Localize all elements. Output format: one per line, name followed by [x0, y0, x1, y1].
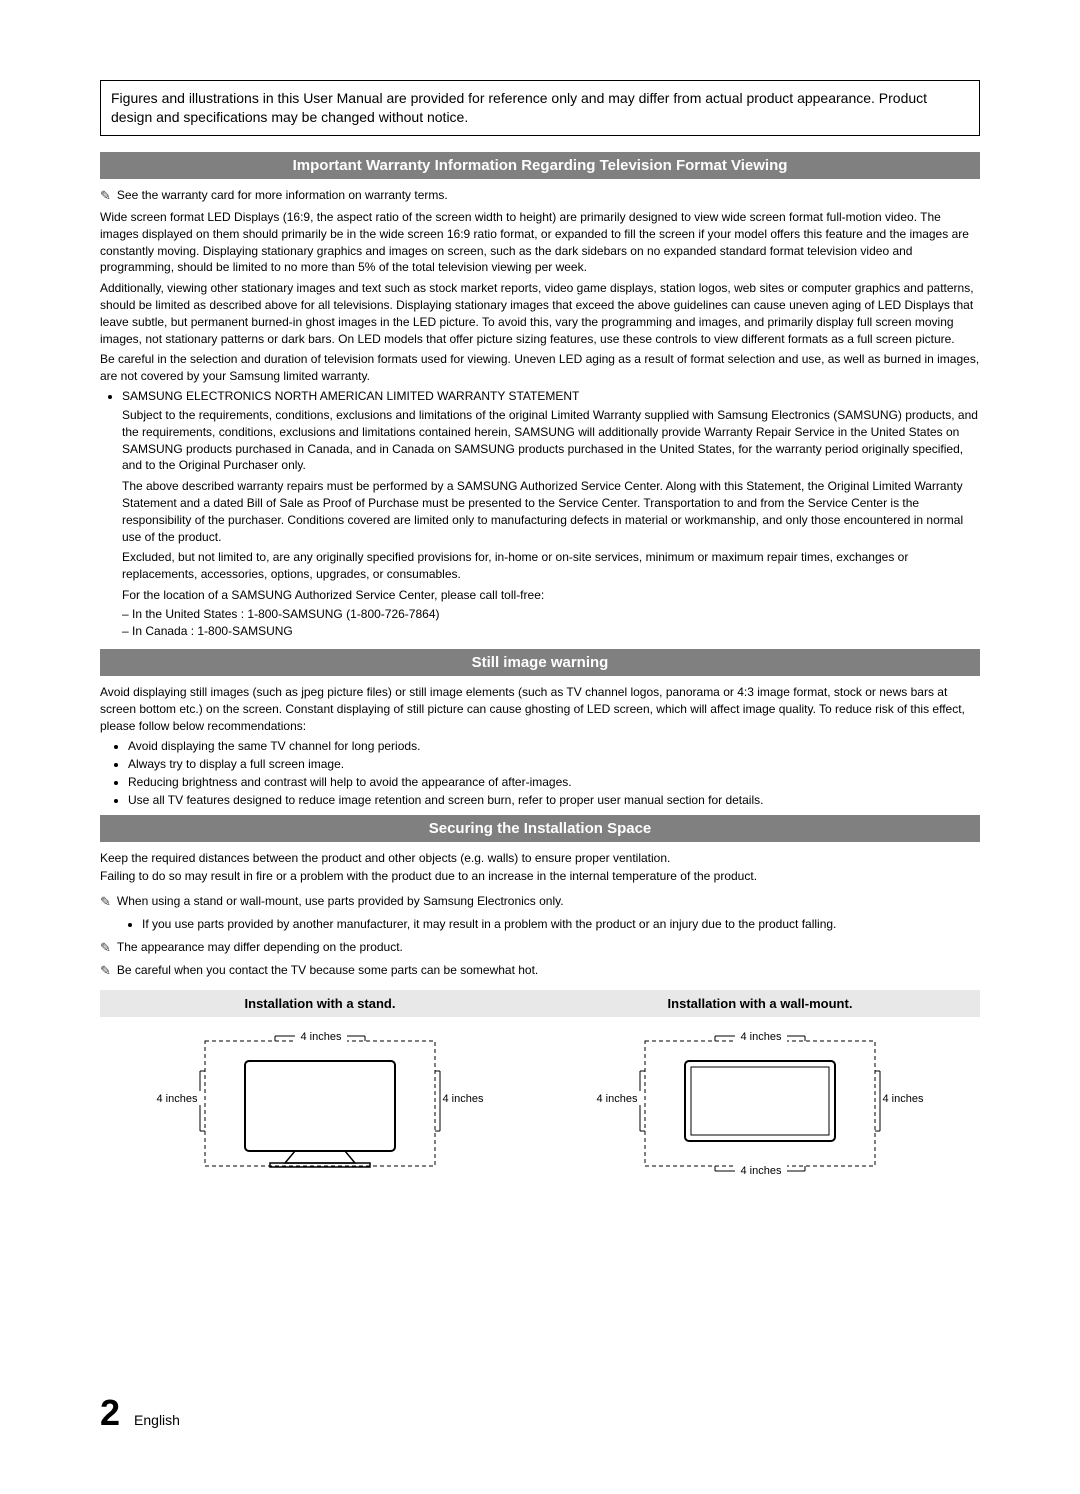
- label-bottom: 4 inches: [741, 1165, 782, 1177]
- section-header-install-space: Securing the Installation Space: [100, 815, 980, 842]
- label-left: 4 inches: [157, 1093, 198, 1105]
- warranty-para-3: Be careful in the selection and duration…: [100, 351, 980, 385]
- warranty-stmt-p4: For the location of a SAMSUNG Authorized…: [122, 587, 980, 604]
- page-language: English: [134, 1412, 180, 1428]
- install-col-wallmount: Installation with a wall-mount. 4 inches…: [540, 990, 980, 1191]
- note-text: When using a stand or wall-mount, use pa…: [117, 893, 564, 910]
- note-icon: ✎: [100, 893, 111, 911]
- note-icon: ✎: [100, 187, 111, 205]
- warranty-phone-us: – In the United States : 1-800-SAMSUNG (…: [122, 606, 980, 623]
- section-header-warranty: Important Warranty Information Regarding…: [100, 152, 980, 179]
- note-text: The appearance may differ depending on t…: [117, 939, 403, 956]
- warranty-statement-list: SAMSUNG ELECTRONICS NORTH AMERICAN LIMIT…: [122, 387, 980, 405]
- list-item: If you use parts provided by another man…: [142, 915, 980, 933]
- note-icon: ✎: [100, 939, 111, 957]
- install-p1: Keep the required distances between the …: [100, 850, 980, 867]
- note-text: See the warranty card for more informati…: [117, 187, 448, 204]
- still-image-bullets: Avoid displaying the same TV channel for…: [128, 737, 980, 809]
- install-p2: Failing to do so may result in fire or a…: [100, 868, 980, 885]
- diagram-stand: 4 inches 4 inches 4 inches: [100, 1017, 540, 1191]
- label-right: 4 inches: [883, 1093, 924, 1105]
- install-col-stand: Installation with a stand. 4 inches 4 in…: [100, 990, 540, 1191]
- page-number: 2: [100, 1392, 120, 1434]
- install-stand-title: Installation with a stand.: [100, 990, 540, 1017]
- warranty-para-1: Wide screen format LED Displays (16:9, t…: [100, 209, 980, 276]
- warranty-statement-title: SAMSUNG ELECTRONICS NORTH AMERICAN LIMIT…: [122, 387, 980, 405]
- install-sub-bullet: If you use parts provided by another man…: [142, 915, 980, 933]
- note-hot-parts: ✎ Be careful when you contact the TV bec…: [100, 962, 980, 980]
- section-header-still-image: Still image warning: [100, 649, 980, 676]
- list-item: Avoid displaying the same TV channel for…: [128, 737, 980, 755]
- warranty-stmt-p1: Subject to the requirements, conditions,…: [122, 407, 980, 474]
- warranty-para-2: Additionally, viewing other stationary i…: [100, 280, 980, 347]
- still-image-intro: Avoid displaying still images (such as j…: [100, 684, 980, 734]
- page-footer: 2 English: [100, 1392, 180, 1434]
- intro-notice-text: Figures and illustrations in this User M…: [111, 90, 927, 125]
- list-item: Use all TV features designed to reduce i…: [128, 791, 980, 809]
- warranty-phone-ca: – In Canada : 1-800-SAMSUNG: [122, 623, 980, 640]
- list-item: Always try to display a full screen imag…: [128, 755, 980, 773]
- note-text: Be careful when you contact the TV becau…: [117, 962, 538, 979]
- diagram-wallmount: 4 inches 4 inches 4 inches 4 inches: [540, 1017, 980, 1191]
- note-warranty-card: ✎ See the warranty card for more informa…: [100, 187, 980, 205]
- install-wall-title: Installation with a wall-mount.: [540, 990, 980, 1017]
- warranty-stmt-p2: The above described warranty repairs mus…: [122, 478, 980, 545]
- install-diagram-row: Installation with a stand. 4 inches 4 in…: [100, 990, 980, 1191]
- label-top: 4 inches: [741, 1031, 782, 1043]
- warranty-stmt-p3: Excluded, but not limited to, are any or…: [122, 549, 980, 583]
- note-stand-wallmount: ✎ When using a stand or wall-mount, use …: [100, 893, 980, 911]
- list-item: Reducing brightness and contrast will he…: [128, 773, 980, 791]
- note-icon: ✎: [100, 962, 111, 980]
- note-appearance: ✎ The appearance may differ depending on…: [100, 939, 980, 957]
- label-left: 4 inches: [597, 1093, 638, 1105]
- label-right: 4 inches: [443, 1093, 484, 1105]
- label-top: 4 inches: [301, 1031, 342, 1043]
- intro-notice-box: Figures and illustrations in this User M…: [100, 80, 980, 136]
